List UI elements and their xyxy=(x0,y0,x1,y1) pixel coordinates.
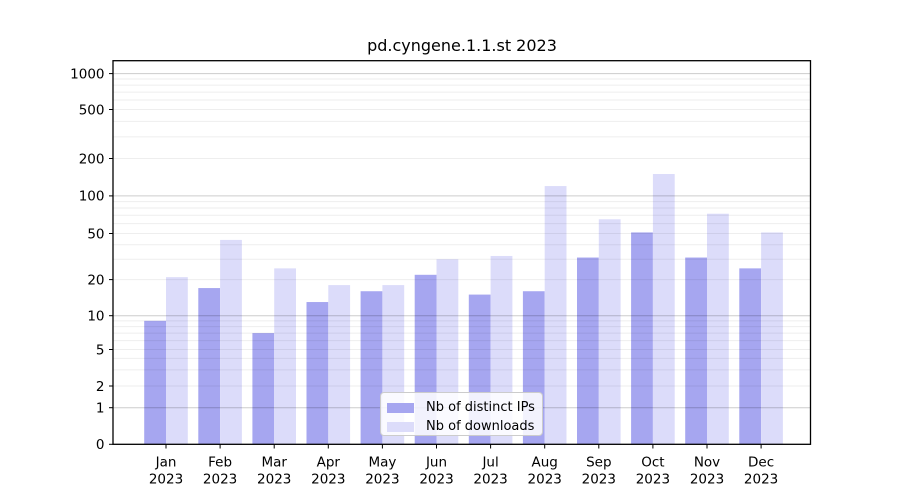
x-tick-label-month-dec: Dec xyxy=(748,455,774,471)
bar-distinct-ips-may xyxy=(360,291,383,445)
y-tick-label-200: 200 xyxy=(79,151,105,167)
axes-layer: 01251020501002005001000Jan2023Feb2023Mar… xyxy=(70,60,812,488)
y-tick-label-500: 500 xyxy=(79,102,105,118)
x-tick-label-year-jul: 2023 xyxy=(473,472,507,488)
legend-entry-distinct-ips: Nb of distinct IPs xyxy=(387,398,542,417)
x-tick-label-month-may: May xyxy=(368,455,396,471)
x-tick-label-year-dec: 2023 xyxy=(744,472,778,488)
x-tick-label-month-sep: Sep xyxy=(586,455,611,471)
x-tick-label-year-aug: 2023 xyxy=(528,472,562,488)
legend: Nb of distinct IPs Nb of downloads xyxy=(380,392,543,436)
x-tick-label-year-nov: 2023 xyxy=(690,472,724,488)
legend-swatch-downloads-icon xyxy=(387,421,414,432)
y-tick-label-0: 0 xyxy=(96,437,105,453)
bar-distinct-ips-nov xyxy=(685,257,707,445)
x-tick-label-month-jan: Jan xyxy=(155,455,177,471)
x-tick-label-year-oct: 2023 xyxy=(636,472,670,488)
bar-distinct-ips-apr xyxy=(306,302,329,445)
y-tick-label-10: 10 xyxy=(87,309,104,325)
bar-downloads-aug xyxy=(544,186,567,445)
x-tick-label-year-feb: 2023 xyxy=(203,472,237,488)
bar-downloads-oct xyxy=(652,174,675,445)
bar-downloads-sep xyxy=(598,219,621,445)
x-tick-label-month-nov: Nov xyxy=(694,455,720,471)
bar-downloads-dec xyxy=(761,232,783,445)
bar-distinct-ips-dec xyxy=(739,268,762,445)
y-tick-label-20: 20 xyxy=(87,272,104,288)
y-tick-label-5: 5 xyxy=(96,342,105,358)
y-tick-label-1000: 1000 xyxy=(70,66,104,82)
x-tick-label-year-may: 2023 xyxy=(365,472,399,488)
chart-title: pd.cyngene.1.1.st 2023 xyxy=(367,36,557,55)
x-tick-label-month-feb: Feb xyxy=(208,455,232,471)
legend-label-downloads: Nb of downloads xyxy=(426,419,535,434)
bar-downloads-nov xyxy=(707,213,729,445)
x-tick-label-year-jan: 2023 xyxy=(149,472,183,488)
bar-distinct-ips-feb xyxy=(198,288,221,445)
bar-distinct-ips-mar xyxy=(252,333,275,445)
bar-downloads-feb xyxy=(220,239,242,445)
legend-label-distinct-ips: Nb of distinct IPs xyxy=(426,400,535,415)
y-tick-label-50: 50 xyxy=(87,226,104,242)
bar-distinct-ips-oct xyxy=(631,232,653,445)
x-tick-label-year-mar: 2023 xyxy=(257,472,291,488)
x-tick-label-year-jun: 2023 xyxy=(419,472,453,488)
gridlines-layer xyxy=(113,73,811,409)
x-tick-label-year-sep: 2023 xyxy=(582,472,616,488)
legend-swatch-distinct-ips-icon xyxy=(387,402,414,413)
x-tick-label-month-aug: Aug xyxy=(532,455,558,471)
legend-entry-downloads: Nb of downloads xyxy=(387,417,542,436)
bar-downloads-mar xyxy=(274,268,296,445)
y-tick-label-1: 1 xyxy=(96,401,105,417)
bar-downloads-jan xyxy=(166,277,188,445)
x-tick-label-year-apr: 2023 xyxy=(311,472,345,488)
bar-downloads-apr xyxy=(328,285,351,445)
x-tick-label-month-oct: Oct xyxy=(641,455,664,471)
y-tick-label-100: 100 xyxy=(79,189,105,205)
plot-border xyxy=(112,60,812,445)
y-tick-label-2: 2 xyxy=(96,379,105,395)
x-tick-label-month-apr: Apr xyxy=(317,455,341,471)
x-tick-label-month-jul: Jul xyxy=(481,455,498,471)
bar-distinct-ips-sep xyxy=(577,257,599,445)
x-tick-label-month-jun: Jun xyxy=(425,455,447,471)
x-tick-label-month-mar: Mar xyxy=(261,455,287,471)
bar-distinct-ips-jan xyxy=(144,320,166,445)
